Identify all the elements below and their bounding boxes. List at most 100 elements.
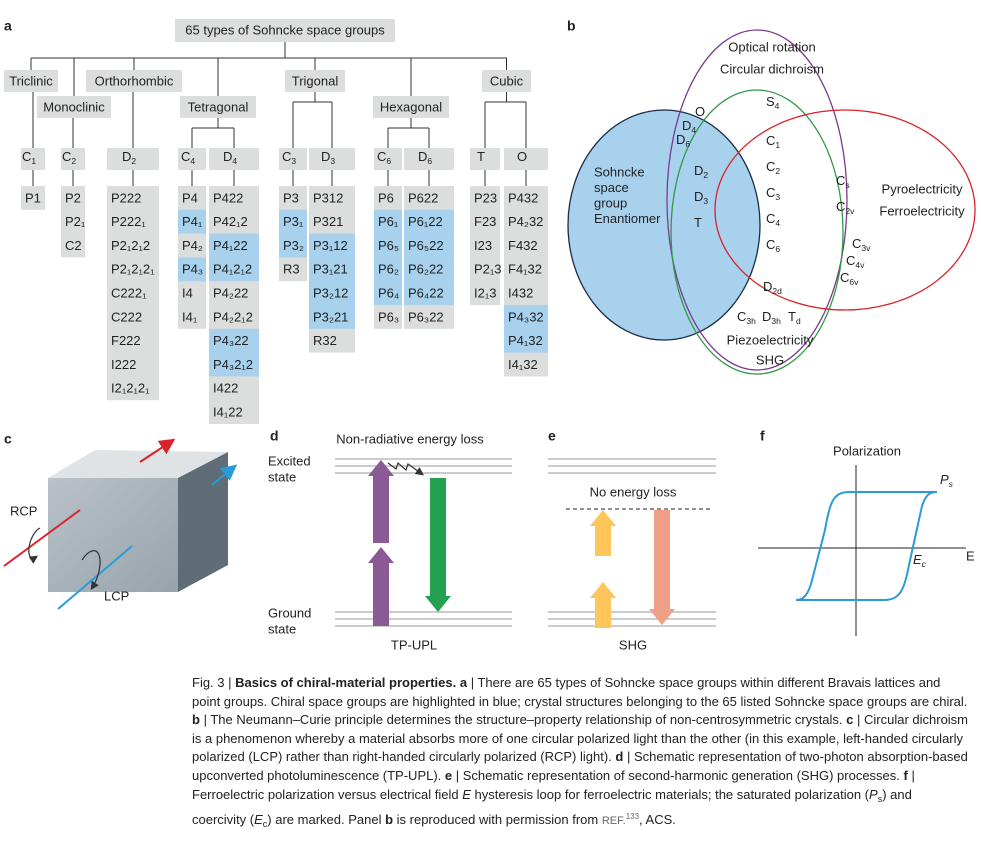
point-group-sub: 4 [190, 156, 195, 166]
space-group: P4₃2₁2 [213, 357, 253, 372]
venn-point-group-base: O [695, 104, 705, 119]
point-group-box [61, 148, 85, 170]
caption-run: P [869, 786, 878, 802]
venn-point-group-sub: 4 [775, 218, 780, 228]
point-group-base: C [377, 149, 386, 164]
space-group: C222 [111, 309, 142, 324]
caption-run: | Schematic representation of second-har… [452, 767, 904, 783]
space-group: P2₁2₁2 [111, 238, 150, 253]
caption-run: ) and coercivity ( [192, 786, 912, 828]
point-group-box [374, 148, 402, 170]
venn-point-group: D6 [676, 132, 690, 149]
space-group: I4₁ [182, 309, 198, 324]
panel-letter: a [4, 18, 12, 34]
venn-point-group-base: T [694, 215, 702, 230]
point-group: T [477, 149, 485, 164]
venn-point-group-sub: 1 [775, 140, 780, 150]
point-group: D2 [122, 149, 136, 166]
venn-point-group-sub: 2 [703, 170, 708, 180]
hysteresis [758, 465, 966, 636]
caption-run: is reproduced with permission from [393, 812, 602, 828]
point-group: D3 [321, 149, 335, 166]
point-group: C6 [377, 149, 391, 166]
level-label: Ground [268, 605, 311, 620]
venn-point-group-base: D [763, 279, 772, 294]
space-group: P432 [508, 190, 538, 205]
point-group-sub: 2 [71, 156, 76, 166]
chiral-highlight [309, 281, 355, 305]
space-group: P6₅22 [408, 238, 444, 253]
space-group: P6₄ [378, 286, 399, 301]
panel-letter: b [567, 18, 576, 34]
venn-point-group: Cs [836, 173, 850, 190]
space-group: P6₃ [378, 309, 399, 324]
space-group: F4₁32 [508, 262, 542, 277]
point-group: C4 [181, 149, 195, 166]
system-box [86, 70, 182, 92]
venn-point-group-base: C [737, 309, 746, 324]
venn-point-group-sub: 6v [849, 277, 859, 287]
venn-point-group-sub: 3h [771, 316, 781, 326]
point-group-box [178, 148, 206, 170]
caption-run: | The Neumann–Curie principle determines… [199, 712, 847, 728]
space-group: I4₁22 [213, 405, 243, 420]
venn-point-group: C6 [766, 237, 780, 254]
venn-point-group: C4 [766, 211, 780, 228]
space-group: P4₁ [182, 214, 203, 229]
point-group-base: C [22, 149, 31, 164]
venn-point-group-sub: 4v [855, 260, 865, 270]
point-group-base: D [223, 149, 232, 164]
chiral-highlight [178, 257, 206, 282]
venn-point-group-base: C [766, 159, 775, 174]
venn-point-group-base: C [836, 199, 845, 214]
chiral-highlight [504, 305, 548, 329]
venn-point-group-sub: s [845, 180, 849, 190]
point-group: C3 [282, 149, 296, 166]
caption-run: a [459, 675, 468, 690]
venn-point-group-base: D [694, 189, 703, 204]
space-group: P222₁ [111, 214, 146, 229]
venn-point-group: C6v [840, 270, 859, 287]
axis-label: Polarization [833, 443, 901, 458]
caption-run: Basics of chiral-material properties. [235, 675, 457, 690]
space-group: P3₂21 [313, 309, 348, 324]
venn-point-group: D2 [694, 163, 708, 180]
venn-point-group-sub: 2 [775, 166, 780, 176]
chiral-highlight [209, 328, 259, 353]
space-group: P6₁ [378, 214, 399, 229]
point-group-base: D [418, 149, 427, 164]
system-label: Triclinic [9, 73, 53, 88]
space-group: P2 [65, 190, 81, 205]
space-group: P422 [213, 190, 243, 205]
excitation-arrow [368, 547, 394, 626]
chiral-highlight [178, 209, 206, 234]
polarization-label: RCP [10, 503, 37, 518]
space-group: P6 [378, 190, 394, 205]
system-label: Trigonal [292, 73, 339, 88]
system-box [37, 96, 111, 118]
property-label: SHG [756, 352, 784, 367]
emission-arrow [425, 478, 451, 612]
sohncke-label: Sohncke [594, 164, 645, 179]
point-group-base: D [122, 149, 131, 164]
venn-point-group-sub: 3v [861, 243, 871, 253]
space-group-column [209, 186, 259, 424]
space-group: P23 [474, 190, 497, 205]
venn-point-group: D3 [694, 189, 708, 206]
panel-letter: e [548, 428, 556, 444]
caption-run: hysteresis loop for ferroelectric materi… [470, 786, 870, 802]
caption-run: | There are 65 types of Sohncke space gr… [192, 675, 968, 709]
crystal-block [48, 450, 228, 592]
space-group: P4₃ [182, 262, 203, 277]
venn-point-group: C3 [766, 185, 780, 202]
space-group: P1 [25, 190, 41, 205]
venn-point-group: C3v [852, 236, 871, 253]
point-group-box [107, 148, 159, 170]
panel-letter: f [760, 428, 765, 444]
chiral-highlight [374, 257, 402, 282]
venn-point-group-base: C [846, 253, 855, 268]
venn-point-group-base: T [788, 309, 796, 324]
space-group: P2₁2₁2₁ [111, 262, 155, 277]
venn-point-group: C2v [836, 199, 855, 216]
polarization-label: LCP [104, 588, 129, 603]
